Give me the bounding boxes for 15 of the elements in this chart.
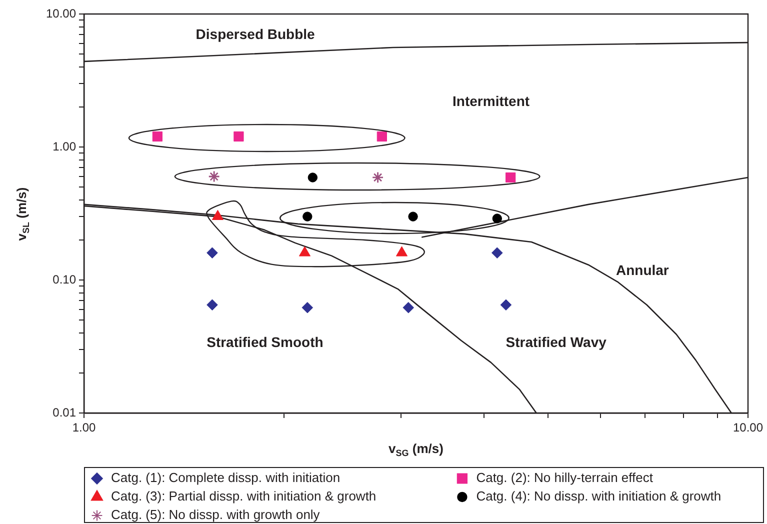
annotation: Intermittent xyxy=(452,93,530,110)
legend-label: Catg. (1): Complete dissp. with initiation xyxy=(111,470,340,486)
annotation: Dispersed Bubble xyxy=(196,26,316,42)
y-tick-label: 10.00 xyxy=(46,6,76,20)
y-tick-label: 0.10 xyxy=(52,272,76,286)
legend-label: Catg. (3): Partial dissp. with initiation & growth xyxy=(111,488,376,504)
legend-label: Catg. (2): No hilly-terrain effect xyxy=(476,470,654,486)
annotation: Stratified Wavy xyxy=(506,334,607,350)
legend-label: Catg. (5): No dissp. with growth only xyxy=(111,507,320,522)
y-tick-label: 0.01 xyxy=(52,405,76,420)
y-tick-label: 1.00 xyxy=(52,139,76,154)
x-axis-title: v$_{SG}$ (m/s) xyxy=(388,441,444,458)
legend-label: Catg. (4): No dissp. with initiation & growth xyxy=(476,488,722,504)
annotation: Stratified Smooth xyxy=(206,334,324,350)
annotation: Annular xyxy=(616,262,670,278)
